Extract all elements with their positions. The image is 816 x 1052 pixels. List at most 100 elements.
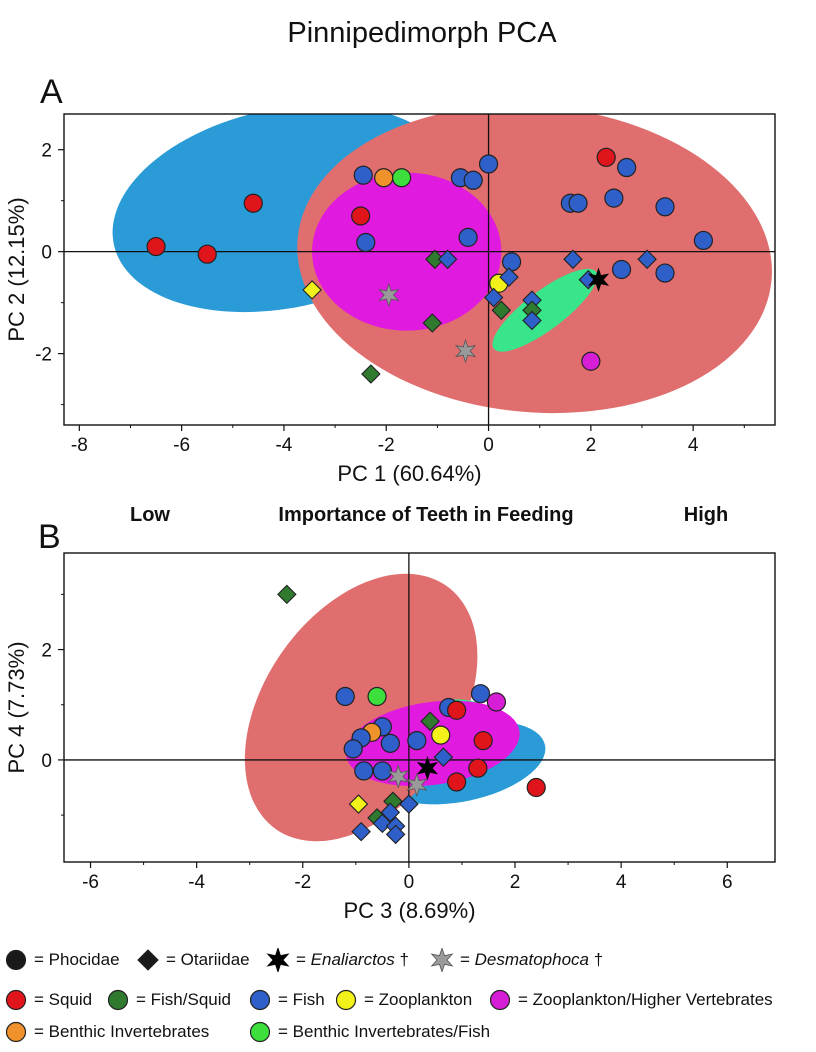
legend-suffix: †	[589, 950, 604, 969]
importance-low-label: Low	[130, 504, 170, 526]
panel-a: -8 -6 -4 -2 0 2 4 -2 0 2 PC 1 (60.64%) PC 2 (12.15%…	[4, 113, 776, 486]
legend-morph-label: = Desmatophoca †	[460, 950, 603, 970]
panel-a-point-fish	[522, 310, 542, 331]
legend-diet-label: = Fish/Squid	[136, 990, 231, 1009]
panel-a-point-fish	[617, 157, 637, 178]
panel-b-letter: B	[38, 518, 61, 556]
panel-b-point-fish	[351, 821, 371, 842]
legend-diet-label: = Benthic Invertebrates	[34, 1022, 210, 1041]
panel-b-point-fish-squid	[420, 711, 440, 732]
legend-morph-label: = Phocidae	[34, 950, 120, 969]
circle-marker-icon	[249, 989, 271, 1011]
circle-marker-icon	[249, 1021, 271, 1043]
panel-b-point-zooplankton	[431, 725, 451, 745]
panel-b-x-tick-label: 2	[510, 872, 521, 893]
panel-a-point-fish	[458, 227, 478, 247]
panel-a-point-fish	[499, 267, 519, 287]
panel-a-x-tick-label: 4	[688, 435, 699, 456]
panel-a-point-zooplankton-hv	[581, 351, 601, 371]
legend-diet-item: = Fish/Squid	[106, 988, 231, 1012]
panel-b-y-axis-label: PC 4 (7.73%)	[4, 641, 29, 773]
panel-a-point-fish-squid	[491, 300, 512, 321]
panel-b-point-squid	[447, 772, 467, 792]
panel-a-x-tick-label: -8	[71, 435, 88, 456]
panel-a-point-squid	[596, 147, 616, 167]
circle-marker-icon	[107, 989, 129, 1011]
panel-b-x-tick-label: 6	[722, 872, 733, 893]
panel-a-points	[146, 147, 713, 384]
panel-a-y-tick-label: -2	[35, 345, 52, 366]
panel-a-point-desmatophoca	[378, 282, 400, 308]
star-marker-icon	[266, 948, 290, 972]
legend-diet-item: = Fish	[248, 988, 325, 1012]
panel-a-y-tick-label: 2	[41, 141, 52, 162]
panel-b-x-tick-label: -4	[188, 872, 205, 893]
legend-morph-item: = Desmatophoca †	[430, 948, 603, 972]
panel-b: -6 -4 -2 0 2 4 6 0 2 PC 3 (8.69%) PC 4 (7.73%)	[4, 552, 776, 923]
panel-a-x-tick-label: 2	[586, 435, 597, 456]
panel-a-point-fish	[478, 154, 499, 174]
legend-diet-item: = Zooplankton/Higher Vertebrates	[488, 988, 773, 1012]
circle-marker-icon	[5, 949, 27, 971]
legend-morph-item: = Otariidae	[136, 948, 250, 972]
panel-a-point-fish-squid	[425, 249, 445, 270]
figure-title: Pinnipedimorph PCA	[287, 17, 557, 49]
panel-a-y-axis-label: PC 2 (12.15%)	[4, 197, 29, 341]
panel-a-point-benthic-fish	[391, 168, 412, 188]
panel-a-letter: A	[40, 73, 63, 111]
panel-a-point-fish-squid	[422, 313, 443, 333]
legend-diet-item: = Benthic Invertebrates	[4, 1020, 209, 1044]
panel-a-point-fish	[563, 249, 583, 270]
legend-diet-label: = Fish	[278, 990, 325, 1009]
panel-a-point-fish	[655, 263, 675, 283]
panel-a-point-fish	[501, 252, 522, 272]
panel-b-x-tick-label: 0	[404, 872, 415, 893]
panel-b-point-fish	[372, 813, 393, 834]
panel-a-ellipses	[112, 114, 772, 414]
legend-prefix: =	[296, 950, 311, 969]
diamond-marker-icon	[137, 949, 159, 971]
panel-a-point-desmatophoca	[454, 338, 477, 364]
panel-b-point-benthic-fish	[367, 686, 387, 707]
circle-marker-icon	[489, 989, 511, 1011]
panel-b-x-tick-label: -6	[82, 872, 99, 893]
panel-b-point-squid	[473, 731, 493, 751]
panel-a-point-fish	[463, 170, 483, 190]
panel-a-point-fish	[693, 230, 713, 251]
circle-marker-icon	[5, 1021, 27, 1043]
panel-b-x-axis-label: PC 3 (8.69%)	[343, 898, 475, 923]
panel-b-point-fish	[385, 824, 406, 845]
legend-prefix: =	[460, 950, 475, 969]
circle-marker-icon	[335, 989, 357, 1011]
panel-a-point-fish	[655, 197, 675, 217]
panel-a-point-zooplankton	[302, 280, 322, 300]
panel-b-point-enaliarctos	[416, 755, 439, 781]
panel-b-point-fish	[380, 802, 401, 823]
panel-b-point-squid	[468, 758, 488, 778]
panel-a-point-fish	[353, 165, 373, 185]
legend-morph-item: = Phocidae	[4, 948, 120, 972]
legend-morph-label: = Enaliarctos †	[296, 950, 409, 970]
legend-diet-label: = Zooplankton	[364, 990, 473, 1009]
panel-a-point-fish	[483, 287, 504, 308]
panel-b-point-fish	[335, 686, 355, 707]
panel-b-frame	[63, 552, 776, 863]
panel-b-x-tick-label: -2	[294, 872, 311, 893]
panel-a-point-fish	[568, 193, 588, 213]
legend-diet-item: = Zooplankton	[334, 988, 472, 1012]
panel-a-point-enaliarctos	[587, 267, 610, 292]
panel-a-point-fish	[637, 249, 657, 270]
panel-a-x-tick-label: 0	[483, 435, 494, 456]
panel-b-point-fish	[343, 739, 363, 759]
panel-b-point-zooplankton-hv	[486, 692, 507, 712]
panel-b-point-fish	[470, 684, 491, 704]
legend-diet-item: = Benthic Invertebrates/Fish	[248, 1020, 490, 1044]
panel-b-points	[277, 584, 546, 845]
panel-a-point-fish	[356, 232, 376, 253]
panel-a-x-tick-label: -2	[378, 435, 395, 456]
panel-b-point-squid	[526, 777, 546, 798]
panel-b-point-fish	[354, 761, 374, 781]
panel-a-point-squid	[197, 244, 217, 264]
panel-a-point-squid	[243, 193, 263, 213]
importance-high-label: High	[684, 504, 728, 526]
